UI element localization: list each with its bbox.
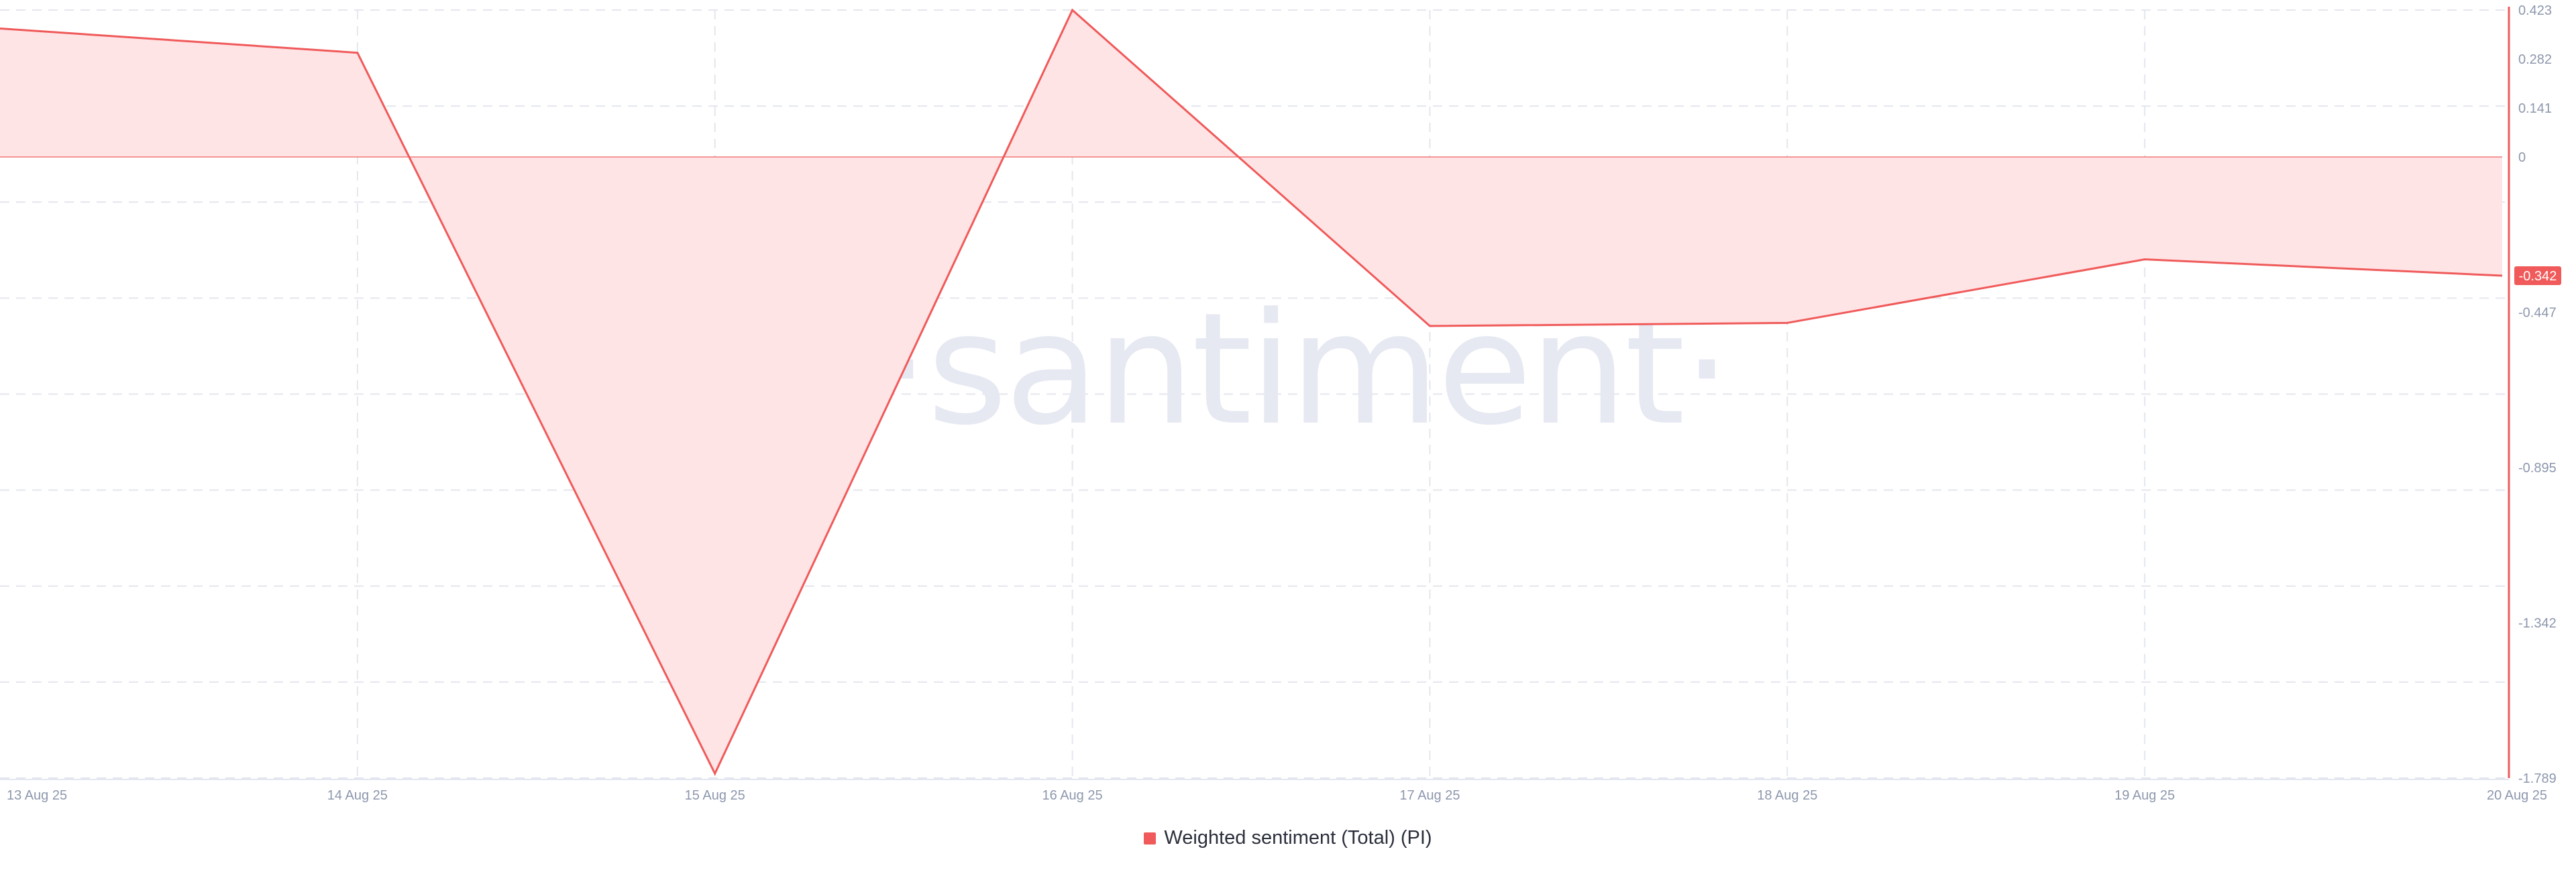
current-value-label: -0.342 (2519, 269, 2557, 284)
y-tick-label: -1.342 (2518, 616, 2557, 631)
legend[interactable]: Weighted sentiment (Total) (PI) (0, 827, 2576, 849)
x-tick-label: 13 Aug 25 (7, 788, 67, 803)
y-tick-label: -1.789 (2518, 771, 2557, 786)
x-tick-label: 18 Aug 25 (1757, 788, 1817, 803)
y-tick-label: 0.423 (2518, 3, 2552, 18)
y-tick-label: -0.895 (2518, 461, 2557, 476)
axes (0, 7, 2510, 780)
y-tick-label: 0.141 (2518, 101, 2552, 116)
series-line (0, 8, 2503, 776)
series-line-group (0, 8, 2503, 776)
x-tick-label: 16 Aug 25 (1042, 788, 1103, 803)
x-tick-label: 14 Aug 25 (327, 788, 388, 803)
legend-label: Weighted sentiment (Total) (PI) (1164, 827, 1432, 849)
y-tick-label: -0.447 (2518, 305, 2557, 320)
x-tick-label: 20 Aug 25 (2487, 788, 2547, 803)
x-axis-tick-labels: 13 Aug 25 14 Aug 25 15 Aug 25 16 Aug 25 17 A… (7, 788, 2547, 803)
x-tick-label: 15 Aug 25 (685, 788, 745, 803)
y-tick-label: 0 (2518, 150, 2526, 165)
x-tick-label: 19 Aug 25 (2114, 788, 2175, 803)
x-tick-label: 17 Aug 25 (1399, 788, 1460, 803)
legend-swatch (1144, 832, 1157, 844)
current-value-badge-bg (2514, 266, 2561, 285)
y-tick-label: 0.282 (2518, 52, 2552, 67)
y-axis-tick-labels: 0.423 0.282 0.141 0 -0.447 -0.895 -1.342 -1.789 (2518, 3, 2557, 786)
current-value-badge: -0.342 (2514, 266, 2561, 285)
series-area (0, 10, 2502, 774)
area-fill (0, 10, 2502, 774)
